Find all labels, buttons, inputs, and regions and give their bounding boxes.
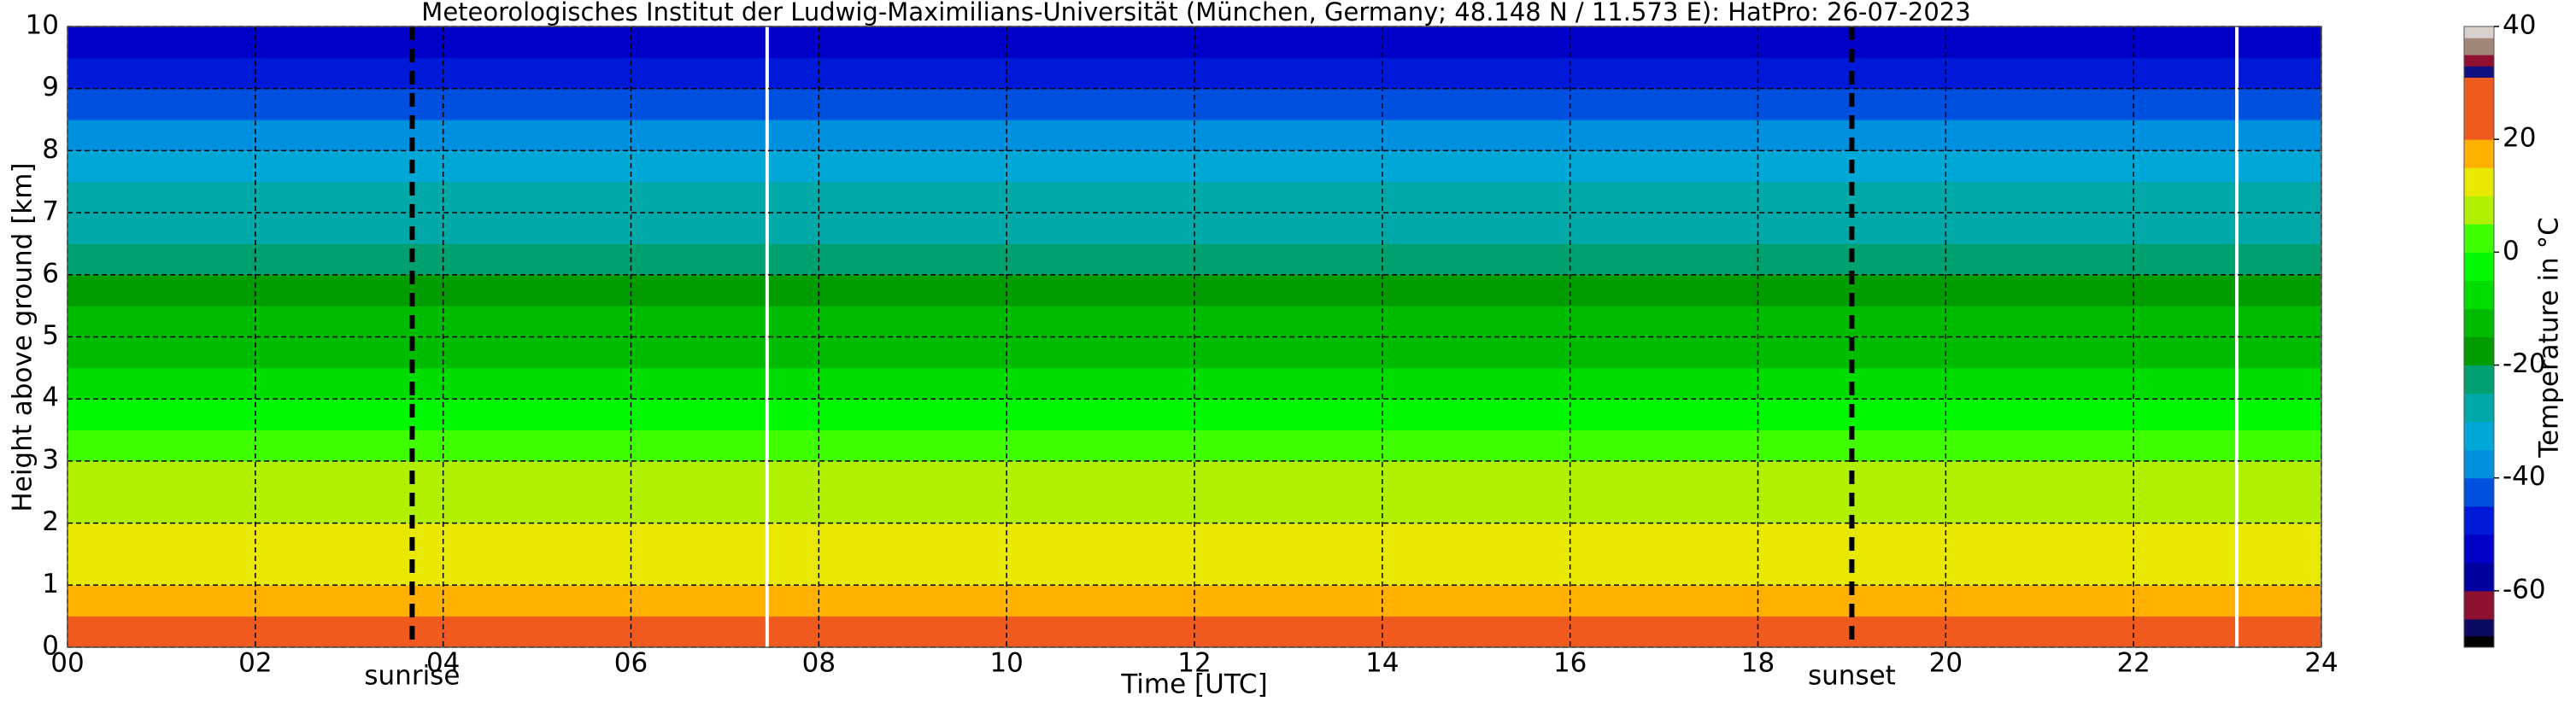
y-tick-label: 8 [42,134,59,165]
colorbar-segment [2464,449,2494,479]
y-tick-label: 2 [42,506,59,537]
colorbar-segment [2464,77,2494,140]
colorbar-segment [2464,252,2494,281]
colorbar-tick-label: 20 [2503,123,2536,154]
x-tick-label: 18 [1741,648,1775,679]
x-tick-label: 22 [2116,648,2150,679]
colorbar-segment [2464,167,2494,196]
x-tick-label: 06 [614,648,648,679]
colorbar-segment [2464,196,2494,225]
y-tick-label: 4 [42,383,59,413]
colorbar-tick-label: -20 [2503,348,2546,379]
colorbar-segment [2464,477,2494,507]
y-tick-label: 10 [26,10,59,41]
x-axis-label: Time [UTC] [1120,669,1267,700]
colorbar-segment [2464,26,2494,38]
x-tick-label: 04 [426,648,460,679]
colorbar-tick-label: -60 [2503,574,2546,605]
y-tick-label: 1 [42,569,59,599]
x-tick-label: 12 [1177,648,1211,679]
x-tick-label: 20 [1929,648,1963,679]
x-tick-label: 24 [2304,648,2338,679]
colorbar-segment [2464,505,2494,535]
colorbar-segment [2464,393,2494,423]
x-tick-label: 16 [1553,648,1587,679]
colorbar-frame [2463,26,2495,648]
colorbar-segment [2464,139,2494,168]
colorbar-tick-label: 40 [2503,10,2536,41]
y-tick-label: 5 [42,320,59,351]
colorbar-tick-label: 0 [2503,236,2520,266]
event-label: sunset [1808,661,1896,692]
colorbar-segment [2464,308,2494,337]
colorbar-segment [2464,534,2494,564]
colorbar-segment [2464,55,2494,67]
colorbar-segment [2464,421,2494,451]
y-axis-label: Height above ground [km] [8,162,38,511]
colorbar-segment [2464,66,2494,78]
colorbar-segment [2464,280,2494,309]
y-tick-label: 9 [42,72,59,102]
x-tick-label: 00 [50,648,84,679]
x-tick-label: 08 [802,648,836,679]
colorbar-segment [2464,336,2494,366]
y-tick-label: 0 [42,631,59,662]
x-tick-label: 14 [1365,648,1399,679]
colorbar-segment [2464,224,2494,253]
plot-frame [67,26,2322,648]
colorbar-segment [2464,618,2494,637]
y-tick-label: 3 [42,444,59,475]
colorbar-segment [2464,38,2494,56]
y-tick-label: 7 [42,196,59,227]
colorbar-tick-label: -40 [2503,461,2546,492]
colorbar-segment [2464,635,2494,648]
x-tick-label: 02 [238,648,272,679]
chart-title: Meteorologisches Institut der Ludwig-Max… [421,0,1970,26]
colorbar-label: Temperature in °C [2534,217,2565,458]
colorbar-segment [2464,590,2494,620]
colorbar-segment [2464,562,2494,592]
colorbar-segment [2464,365,2494,394]
x-tick-label: 10 [989,648,1023,679]
y-tick-label: 6 [42,258,59,289]
event-label: sunrise [364,661,460,692]
